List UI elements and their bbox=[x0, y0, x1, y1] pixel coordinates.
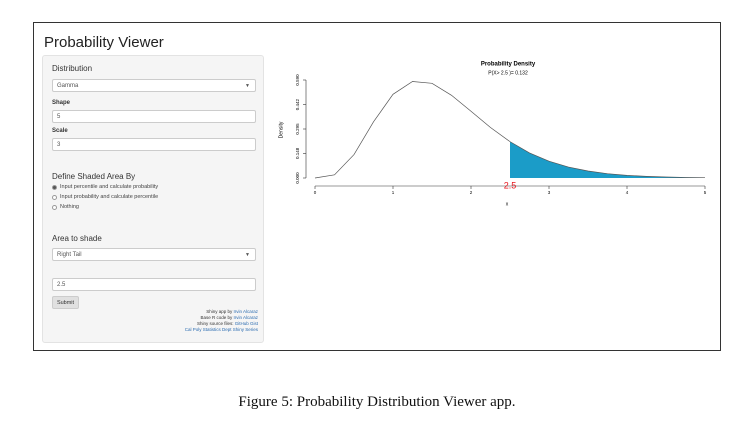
shape-label: Shape bbox=[52, 100, 71, 106]
bound-input[interactable]: 2.5 bbox=[52, 278, 256, 291]
y-tick-label: 0.148 bbox=[295, 147, 300, 159]
distribution-label: Distribution bbox=[52, 64, 93, 73]
area-select[interactable]: Right Tail ▼ bbox=[52, 248, 256, 261]
radio-label: Input percentile and calculate probabili… bbox=[60, 184, 159, 190]
x-tick-label: 5 bbox=[704, 190, 707, 195]
credit-text: Shiny app by bbox=[206, 309, 233, 314]
figure-caption: Figure 5: Probability Distribution Viewe… bbox=[238, 394, 516, 410]
credit-text: Base R code by bbox=[200, 315, 233, 320]
radio-dot bbox=[52, 204, 57, 210]
submit-button[interactable]: Submit bbox=[52, 296, 79, 309]
x-tick-label: 4 bbox=[626, 190, 629, 195]
select-value: Gamma bbox=[57, 83, 79, 89]
shape-input[interactable]: 5 bbox=[52, 110, 256, 123]
caret: ▼ bbox=[245, 252, 250, 258]
radio-option[interactable]: Input percentile and calculate probabili… bbox=[52, 184, 158, 190]
credit-line: Cal Poly Statistics Dept Shiny Series bbox=[60, 327, 258, 333]
y-tick-label: 0.590 bbox=[295, 74, 300, 86]
radio-label: Nothing bbox=[60, 204, 79, 210]
radio-option[interactable]: Input probability and calculate percenti… bbox=[52, 194, 158, 200]
caret: ▼ bbox=[245, 83, 250, 89]
chart-title: Probability Density bbox=[481, 62, 536, 68]
x-tick-label: 0 bbox=[314, 190, 317, 195]
scale-label: Scale bbox=[52, 128, 68, 134]
credit-line: Base R code by Irvin Alcaraz bbox=[60, 315, 258, 321]
y-axis-label: Density bbox=[278, 121, 284, 138]
x-tick-label: 1 bbox=[392, 190, 395, 195]
credit-link[interactable]: Cal Poly Statistics Dept Shiny Series bbox=[184, 327, 258, 332]
threshold-label: 2.5 bbox=[504, 180, 517, 190]
distribution-select[interactable]: Gamma ▼ bbox=[52, 79, 256, 92]
chart-subtitle: P(X> 2.5 )= 0.132 bbox=[488, 70, 528, 76]
radio-label: Input probability and calculate percenti… bbox=[60, 194, 159, 200]
credit-text: Shiny source files: bbox=[196, 321, 234, 326]
credits: Shiny app by Irvin Alcaraz Base R code by… bbox=[60, 309, 258, 333]
credit-link[interactable]: Irvin Alcaraz bbox=[233, 315, 258, 320]
radio-dot bbox=[52, 194, 57, 200]
x-tick-label: 2 bbox=[470, 190, 473, 195]
x-tick-label: 3 bbox=[548, 190, 551, 195]
credit-line: Shiny app by Irvin Alcaraz bbox=[60, 309, 258, 315]
app-frame bbox=[33, 22, 721, 351]
scale-input[interactable]: 3 bbox=[52, 138, 256, 151]
shade-heading: Define Shaded Area By bbox=[52, 172, 136, 181]
radio-option[interactable]: Nothing bbox=[52, 204, 79, 210]
credit-line: Shiny source files: GitHub Gist bbox=[60, 321, 258, 327]
credit-link[interactable]: Irvin Alcaraz bbox=[233, 309, 258, 314]
y-tick-label: 0.295 bbox=[295, 123, 300, 135]
credit-link[interactable]: GitHub Gist bbox=[234, 321, 258, 326]
radio-dot bbox=[52, 184, 57, 190]
area-heading: Area to shade bbox=[52, 234, 102, 243]
sidebar bbox=[42, 55, 264, 343]
app-title: Probability Viewer bbox=[44, 34, 164, 51]
shaded-area bbox=[510, 141, 705, 178]
density-curve bbox=[314, 81, 706, 179]
y-tick-label: 0.000 bbox=[295, 172, 300, 184]
select-value: Right Tail bbox=[57, 252, 82, 258]
y-tick-label: 0.442 bbox=[295, 98, 300, 110]
x-axis-label: x bbox=[506, 201, 509, 207]
